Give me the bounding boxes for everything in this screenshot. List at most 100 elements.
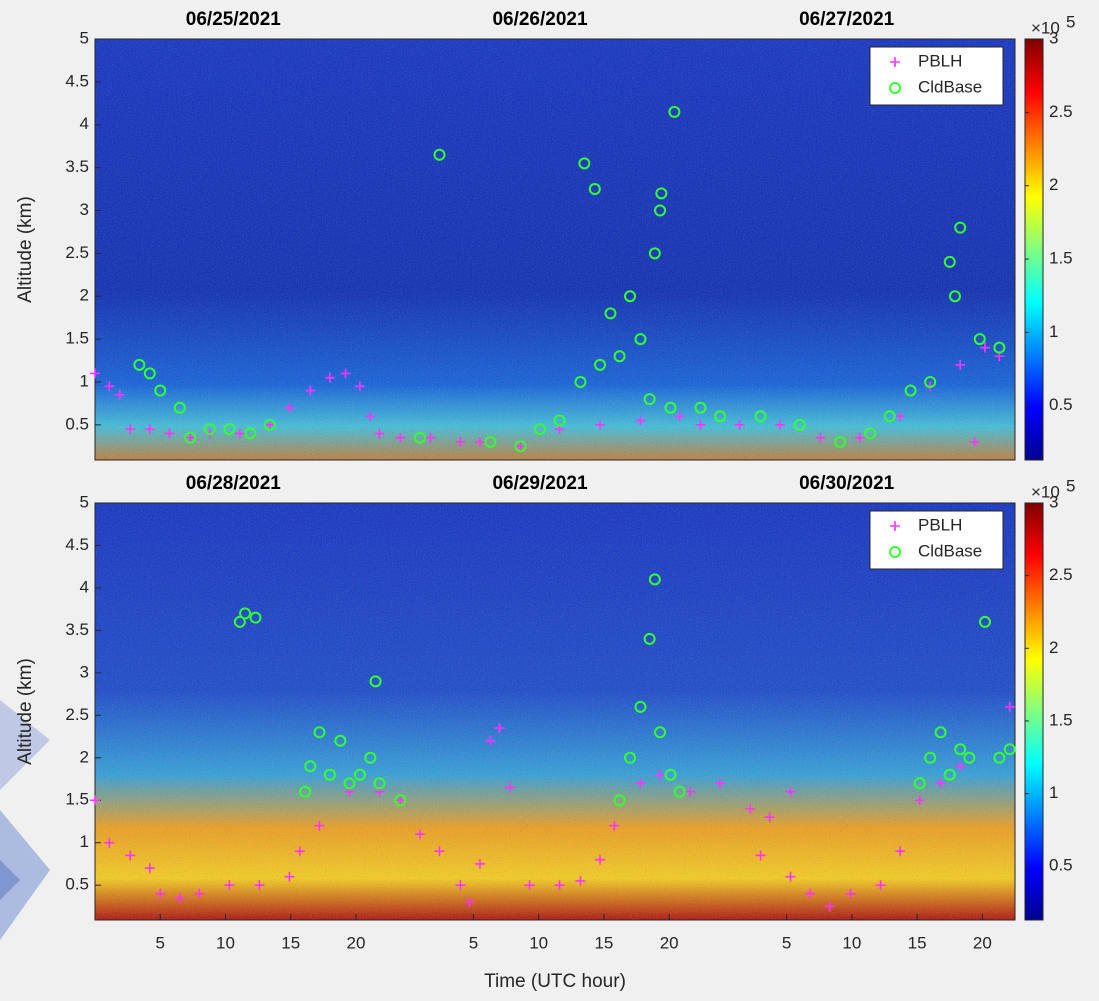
cldbase-marker — [263, 418, 276, 431]
cldbase-marker — [299, 785, 312, 798]
cldbase-marker — [943, 255, 956, 268]
y-tick-label: 2 — [80, 747, 89, 766]
pblh-marker — [90, 368, 100, 379]
pblh-marker — [775, 419, 786, 430]
cldbase-marker — [924, 375, 937, 388]
pblh-marker — [815, 432, 826, 443]
x-tick-label: 15 — [594, 933, 613, 952]
pblh-marker — [224, 880, 235, 891]
cldbase-marker — [643, 632, 656, 645]
x-tick-label: 5 — [469, 933, 478, 952]
colorbar-tick-label: 3 — [1049, 492, 1058, 511]
colorbar-tick-label: 0.5 — [1049, 856, 1073, 875]
cldbase-marker — [373, 777, 386, 790]
pblh-marker — [969, 436, 980, 447]
colorbar-tick-label: 0.5 — [1049, 395, 1073, 414]
decoration — [0, 860, 20, 900]
cldbase-marker — [613, 350, 626, 363]
cldbase-marker — [654, 726, 667, 739]
colorbar-tick-label: 2 — [1049, 175, 1058, 194]
pblh-marker — [695, 419, 706, 430]
decoration — [0, 810, 50, 940]
legend-label: PBLH — [918, 515, 962, 534]
pblh-marker — [764, 812, 775, 823]
cldbase-marker — [203, 423, 216, 436]
pblh-marker — [144, 424, 155, 435]
pblh-marker — [414, 829, 425, 840]
date-title: 06/26/2021 — [492, 9, 588, 30]
cldbase-marker — [904, 384, 917, 397]
date-title: 06/29/2021 — [492, 473, 588, 494]
y-tick-label: 3.5 — [65, 157, 89, 176]
x-tick-label: 10 — [842, 933, 861, 952]
colorbar-exponent: 5 — [1066, 476, 1075, 495]
pblh-marker — [90, 795, 100, 806]
pblh-marker — [1004, 701, 1015, 712]
cldbase-marker — [484, 435, 497, 448]
pblh-marker — [674, 411, 685, 422]
colorbar-multiplier: ×10 — [1031, 482, 1060, 501]
cldbase-marker — [643, 393, 656, 406]
legend-marker — [889, 82, 901, 94]
cldbase-marker — [369, 675, 382, 688]
cldbase-marker — [934, 726, 947, 739]
x-tick-label: 15 — [281, 933, 300, 952]
y-tick-label: 4.5 — [65, 71, 89, 90]
pblh-marker — [745, 803, 756, 814]
pblh-marker — [755, 850, 766, 861]
pblh-marker — [474, 858, 485, 869]
legend-label: CldBase — [918, 541, 982, 560]
pblh-marker — [125, 424, 136, 435]
date-title: 06/27/2021 — [799, 9, 895, 30]
y-tick-label: 0.5 — [65, 414, 89, 433]
cldbase-marker — [604, 307, 617, 320]
cldbase-marker — [973, 333, 986, 346]
cldbase-marker — [634, 333, 647, 346]
pblh-marker — [854, 432, 865, 443]
cldbase-marker — [334, 734, 347, 747]
pblh-marker — [485, 735, 496, 746]
cldbase-marker — [244, 427, 257, 440]
colorbar-tick-label: 2 — [1049, 638, 1058, 657]
pblh-marker — [425, 432, 436, 443]
pblh-marker — [715, 778, 726, 789]
y-axis-label: Altitude (km) — [15, 196, 36, 303]
colorbar-tick-label: 2.5 — [1049, 565, 1073, 584]
pblh-marker — [174, 892, 185, 903]
cldbase-marker — [924, 751, 937, 764]
y-tick-label: 5 — [80, 28, 89, 47]
pblh-marker — [305, 385, 316, 396]
cldbase-marker — [624, 751, 637, 764]
pblh-marker — [455, 436, 466, 447]
cldbase-marker — [364, 751, 377, 764]
cldbase-marker — [143, 367, 156, 380]
axes-box — [94, 502, 1016, 921]
cldbase-marker — [714, 410, 727, 423]
cldbase-marker — [613, 794, 626, 807]
pblh-marker — [805, 888, 816, 899]
cldbase-marker — [133, 358, 146, 371]
cldbase-marker — [413, 431, 426, 444]
cldbase-marker — [913, 777, 926, 790]
pblh-marker — [875, 880, 886, 891]
cldbase-marker — [834, 435, 847, 448]
cldbase-marker — [978, 615, 991, 628]
pblh-marker — [785, 786, 796, 797]
colorbar-tick-label: 1 — [1049, 322, 1058, 341]
cldbase-marker — [394, 794, 407, 807]
pblh-marker — [955, 761, 966, 772]
legend-box — [869, 46, 1004, 106]
cldbase-marker — [754, 410, 767, 423]
pblh-marker — [685, 786, 696, 797]
x-axis-label: Time (UTC hour) — [484, 971, 626, 992]
pblh-marker — [895, 411, 906, 422]
y-tick-label: 3 — [80, 200, 89, 219]
decoration — [0, 700, 50, 790]
y-tick-label: 1 — [80, 371, 89, 390]
cldbase-marker — [433, 148, 446, 161]
pblh-marker — [655, 769, 666, 780]
y-tick-label: 4 — [80, 577, 89, 596]
cldbase-marker — [993, 751, 1006, 764]
colorbar-tick-label: 2.5 — [1049, 102, 1073, 121]
